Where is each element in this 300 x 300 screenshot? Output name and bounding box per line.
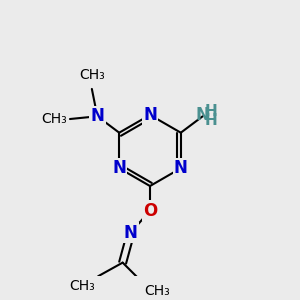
Text: CH₃: CH₃ xyxy=(145,284,170,298)
Text: N: N xyxy=(112,159,126,177)
Text: N: N xyxy=(90,107,104,125)
Text: N: N xyxy=(174,159,188,177)
Text: N: N xyxy=(196,106,210,124)
Text: N: N xyxy=(124,224,138,242)
Text: CH₃: CH₃ xyxy=(79,68,105,82)
Text: CH₃: CH₃ xyxy=(41,112,67,126)
Text: CH₃: CH₃ xyxy=(70,279,95,293)
Text: H: H xyxy=(205,104,217,119)
Text: H: H xyxy=(205,112,217,128)
Text: O: O xyxy=(143,202,157,220)
Text: N: N xyxy=(143,106,157,124)
